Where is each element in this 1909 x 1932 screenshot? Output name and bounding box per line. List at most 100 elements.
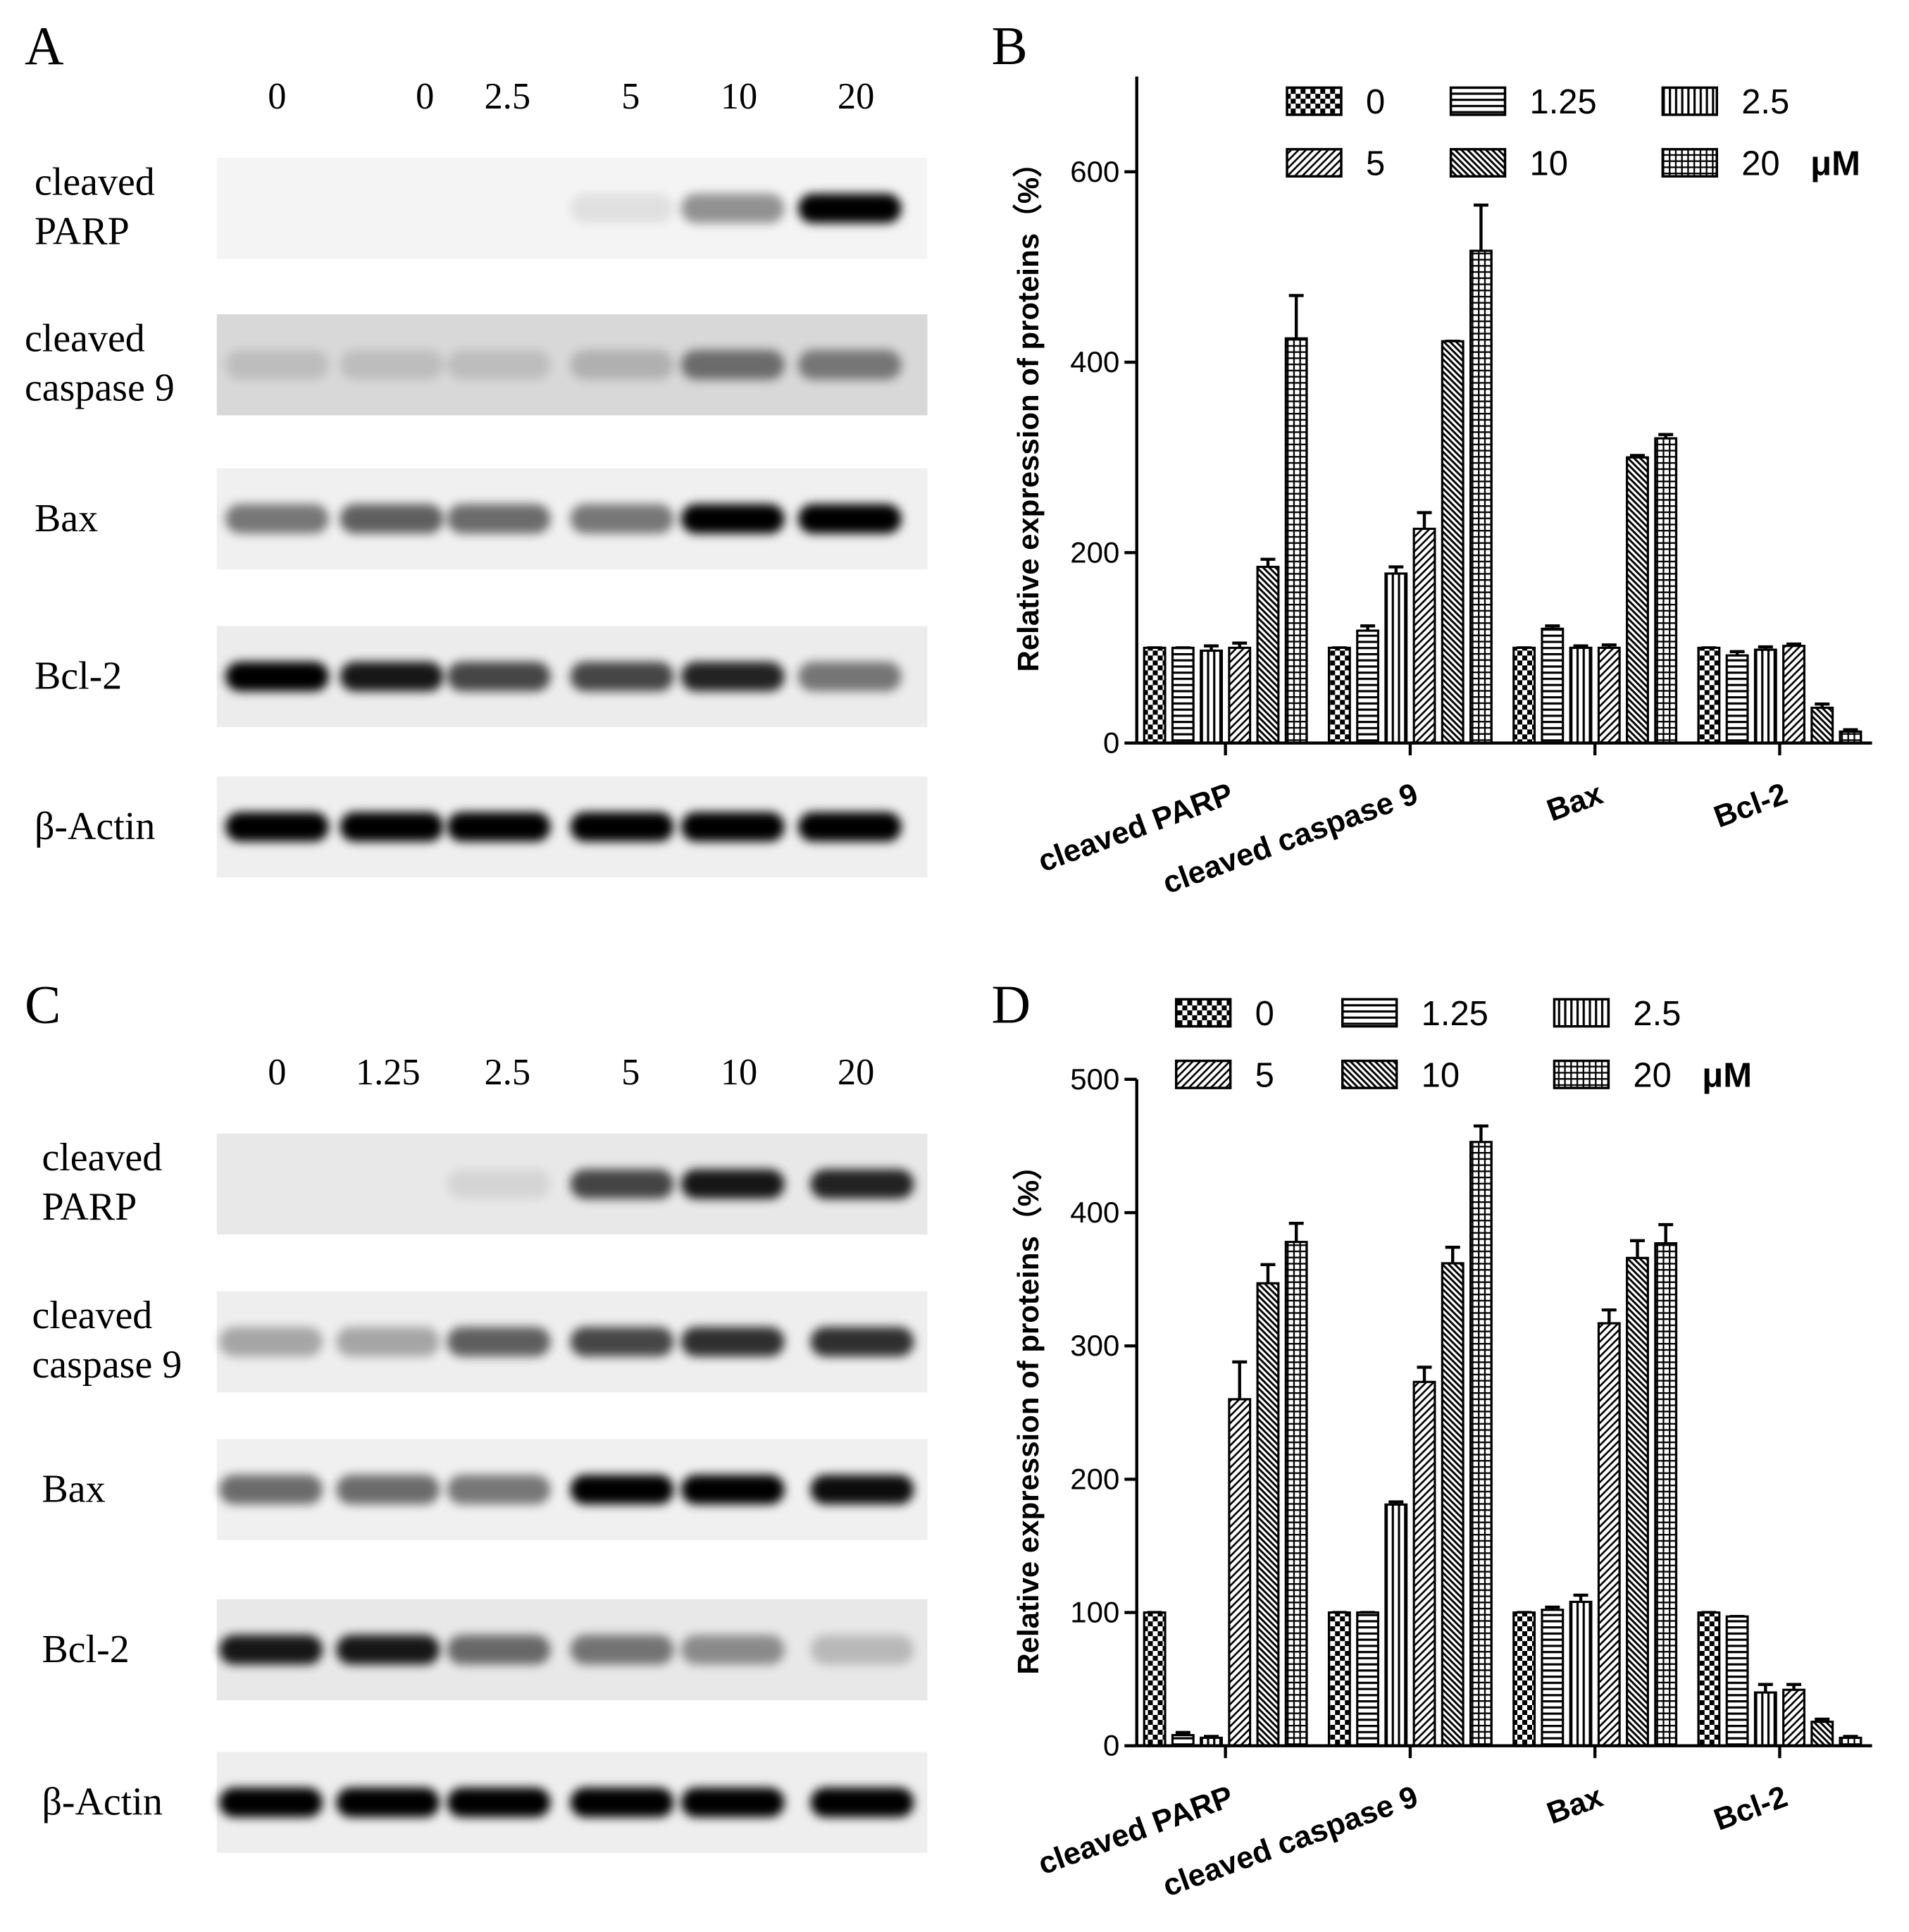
bar xyxy=(1697,1611,1721,1747)
legend-swatch xyxy=(1553,1059,1610,1089)
bar xyxy=(1284,1241,1308,1747)
y-tick-label: 200 xyxy=(1070,1462,1119,1495)
legend-swatch xyxy=(1661,86,1718,116)
legend-label: 20 xyxy=(1741,145,1779,183)
blot-band xyxy=(447,1475,551,1505)
blot-band xyxy=(219,1635,323,1665)
bar xyxy=(1512,646,1536,745)
blot-band xyxy=(810,1788,914,1818)
y-tick-label: 0 xyxy=(1103,726,1119,760)
bar xyxy=(1597,1322,1621,1747)
legend-swatch xyxy=(1341,1059,1398,1089)
blot-band xyxy=(225,349,329,380)
y-tick-label: 200 xyxy=(1070,535,1119,569)
legend-label: 10 xyxy=(1529,145,1567,183)
blot-band xyxy=(340,349,444,380)
blot-band xyxy=(219,1788,323,1818)
row-label-line: caspase 9 xyxy=(25,366,175,409)
y-tick-label: 300 xyxy=(1070,1329,1119,1362)
x-tick-label: Bax xyxy=(1542,776,1607,828)
blot-band xyxy=(447,504,551,534)
blot-band xyxy=(219,1327,323,1357)
blot-band xyxy=(570,1635,674,1665)
blot-band xyxy=(570,1327,674,1357)
legend-label: 0 xyxy=(1366,83,1385,121)
row-label-line: Bcl-2 xyxy=(42,1628,129,1671)
y-tick-label: 400 xyxy=(1070,1196,1119,1229)
row-label-line: cleaved xyxy=(25,317,145,361)
blot-band xyxy=(797,662,902,692)
bar xyxy=(1327,1611,1351,1747)
bar xyxy=(1171,646,1195,745)
lane-label: 0 xyxy=(416,76,434,117)
bar xyxy=(1512,1611,1536,1747)
legend-swatch xyxy=(1174,1059,1232,1089)
blot-band xyxy=(570,1475,674,1505)
bar xyxy=(1597,646,1621,745)
legend-label: 5 xyxy=(1255,1056,1274,1094)
row-label: cleaved PARP xyxy=(35,161,155,254)
lane-label: 5 xyxy=(621,76,640,117)
bar xyxy=(1256,565,1280,745)
blot-band xyxy=(570,1788,674,1818)
blot-band xyxy=(810,1169,914,1199)
blot-band xyxy=(447,1788,551,1818)
blot-band xyxy=(810,1475,914,1505)
blot-band xyxy=(570,812,674,842)
blot-band xyxy=(225,812,329,842)
panel-letter: C xyxy=(25,974,61,1034)
lane-label: 0 xyxy=(268,76,286,117)
blot-band xyxy=(340,662,444,692)
blot-band xyxy=(680,1327,785,1357)
row-label: β-Actin xyxy=(35,805,155,848)
lane-label: 2.5 xyxy=(485,1052,531,1093)
x-tick-label: Bcl-2 xyxy=(1710,776,1792,835)
legend-label: 1.25 xyxy=(1529,83,1596,121)
row-label-line: Bax xyxy=(42,1468,105,1511)
blot-band xyxy=(336,1475,440,1505)
bar xyxy=(1441,1262,1465,1747)
bar xyxy=(1654,437,1678,745)
legend-swatch xyxy=(1449,86,1507,116)
bar xyxy=(1725,654,1749,745)
bar xyxy=(1569,646,1593,745)
row-label: cleaved PARP xyxy=(42,1136,162,1229)
row-label-line: PARP xyxy=(35,209,130,253)
row-label-line: cleaved xyxy=(35,161,155,204)
blot-band xyxy=(447,349,551,380)
blot-band xyxy=(680,662,785,692)
bar xyxy=(1327,646,1351,745)
blot-band xyxy=(570,504,674,534)
legend-swatch xyxy=(1286,148,1343,178)
bar xyxy=(1228,1398,1252,1747)
row-label: Bax xyxy=(35,497,98,540)
blot-band xyxy=(447,1169,551,1199)
panel-letter: D xyxy=(991,974,1031,1034)
blot-band xyxy=(797,812,902,842)
blot-band xyxy=(447,662,551,692)
bar xyxy=(1469,1141,1493,1747)
bar xyxy=(1626,456,1649,745)
lane-label: 10 xyxy=(721,1052,757,1093)
legend-label: 20 xyxy=(1633,1056,1671,1094)
blot-band xyxy=(340,812,444,842)
bar xyxy=(1356,629,1380,745)
bar xyxy=(1810,1721,1834,1747)
blot-band xyxy=(810,1635,914,1665)
blot-band xyxy=(797,349,902,380)
legend-label: 10 xyxy=(1422,1056,1460,1094)
bar xyxy=(1839,730,1863,745)
row-label: β-Actin xyxy=(42,1781,162,1824)
row-label-line: Bcl-2 xyxy=(35,655,122,698)
bar xyxy=(1725,1615,1749,1747)
lane-label: 20 xyxy=(838,1052,874,1093)
panel-letter: B xyxy=(991,16,1027,76)
legend-swatch xyxy=(1553,998,1610,1028)
lane-label: 10 xyxy=(721,76,757,117)
blot-band xyxy=(447,1635,551,1665)
bar xyxy=(1753,648,1777,745)
blot-band xyxy=(680,1788,785,1818)
row-label-line: β-Actin xyxy=(42,1781,162,1824)
